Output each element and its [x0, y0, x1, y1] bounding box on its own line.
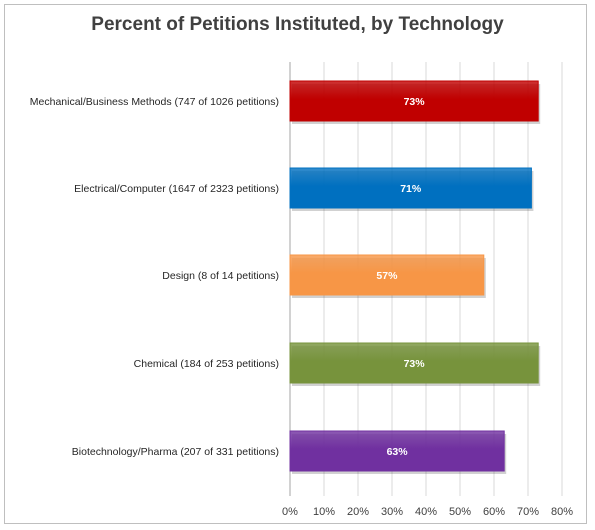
- bars: [289, 80, 541, 474]
- x-tick-label: 0%: [282, 506, 298, 518]
- value-labels: 73% 71% 57% 73% 63%: [376, 96, 425, 458]
- x-tick-labels: 0% 10% 20% 30% 40% 50% 60% 70% 80%: [282, 506, 573, 518]
- data-label: 57%: [376, 270, 398, 282]
- x-tick-label: 80%: [551, 506, 573, 518]
- data-label: 63%: [387, 446, 409, 458]
- bar: [289, 430, 505, 472]
- category-label: Chemical (184 of 253 petitions): [134, 358, 279, 370]
- x-tick-label: 50%: [449, 506, 471, 518]
- x-tick-label: 40%: [415, 506, 437, 518]
- chart-title: Percent of Petitions Instituted, by Tech…: [91, 14, 504, 35]
- data-label: 73%: [404, 96, 426, 108]
- x-tick-label: 70%: [517, 506, 539, 518]
- category-label: Electrical/Computer (1647 of 2323 petiti…: [74, 183, 279, 195]
- category-label: Design (8 of 14 petitions): [162, 270, 279, 282]
- bar: [289, 80, 539, 122]
- bar: [289, 254, 485, 296]
- x-tick-label: 20%: [347, 506, 369, 518]
- category-labels: Mechanical/Business Methods (747 of 1026…: [30, 96, 279, 458]
- bar: [289, 167, 532, 209]
- data-label: 73%: [404, 358, 426, 370]
- x-tick-label: 30%: [381, 506, 403, 518]
- bar: [289, 342, 539, 384]
- x-tick-label: 10%: [313, 506, 335, 518]
- data-label: 71%: [400, 183, 422, 195]
- x-tick-label: 60%: [483, 506, 505, 518]
- category-label: Mechanical/Business Methods (747 of 1026…: [30, 96, 279, 108]
- category-label: Biotechnology/Pharma (207 of 331 petitio…: [72, 446, 279, 458]
